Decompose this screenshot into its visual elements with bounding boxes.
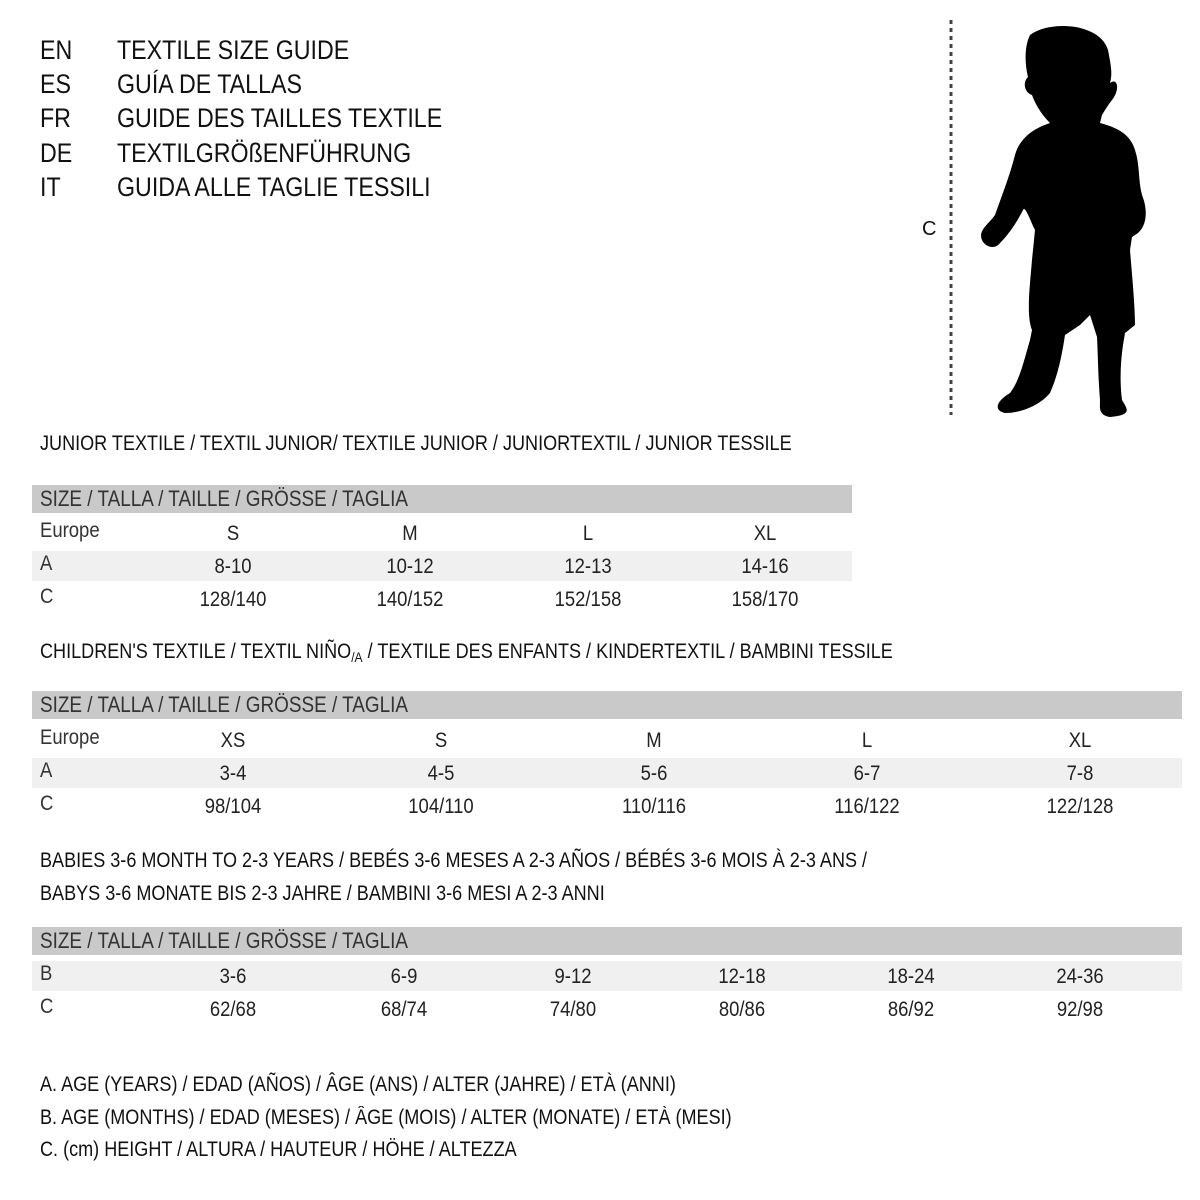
size-header-label: SIZE / TALLA / TAILLE / GRÖSSE / TAGLIA [40,486,409,511]
row-label: Europe [40,726,100,749]
table-cell: S [434,729,448,752]
table-cell: 7-8 [1066,762,1094,785]
row-label: C [40,585,54,608]
heading-part: CHILDREN'S TEXTILE / TEXTIL NIÑO [40,640,352,663]
table-cell: L [582,522,594,545]
lang-title: GUIDE DES TAILLES TEXTILE [117,103,443,133]
lang-title: GUIDA ALLE TAGLIE TESSILI [117,172,431,202]
table-cell: 128/140 [199,588,267,611]
table-cell: 158/170 [731,588,799,611]
table-cell: 3-4 [219,762,247,785]
table-cell: XS [220,729,246,752]
section-heading-line: BABIES 3-6 MONTH TO 2-3 YEARS / BEBÉS 3-… [40,849,868,872]
legend-a: A. AGE (YEARS) / EDAD (AÑOS) / ÂGE (ANS)… [40,1073,676,1096]
table-cell: 110/116 [621,795,687,818]
shaded-row-bg [32,551,852,581]
lang-title: TEXTILE SIZE GUIDE [117,35,350,65]
table-cell: 6-9 [390,965,418,988]
table-cell: 10-12 [386,555,434,578]
shaded-row-bg [32,961,1182,991]
table-cell: XL [1068,729,1092,752]
table-cell: S [226,522,240,545]
lang-title: TEXTILGRÖßENFÜHRUNG [117,138,412,168]
table-cell: 62/68 [209,998,257,1021]
row-label: B [40,962,53,985]
table-cell: 9-12 [554,965,592,988]
table-cell: 92/98 [1056,998,1104,1021]
table-cell: 140/152 [376,588,444,611]
table-cell: 18-24 [887,965,935,988]
table-cell: M [402,522,418,545]
table-cell: 6-7 [853,762,881,785]
row-label: C [40,792,54,815]
size-header-bar: SIZE / TALLA / TAILLE / GRÖSSE / TAGLIA [32,927,1182,955]
table-cell: 24-36 [1056,965,1104,988]
size-header-label: SIZE / TALLA / TAILLE / GRÖSSE / TAGLIA [40,928,409,953]
section-heading: JUNIOR TEXTILE / TEXTIL JUNIOR/ TEXTILE … [40,432,792,455]
table-cell: L [861,729,873,752]
row-label: C [40,995,54,1018]
size-header-bar: SIZE / TALLA / TAILLE / GRÖSSE / TAGLIA [32,691,1182,719]
table-cell: 8-10 [214,555,252,578]
row-label: Europe [40,519,100,542]
table-cell: 104/110 [408,795,474,818]
child-silhouette-icon [949,20,1146,418]
shaded-row-bg [32,758,1182,788]
table-cell: 74/80 [549,998,597,1021]
lang-code: DE [40,138,73,168]
table-cell: 116/122 [834,795,900,818]
table-cell: 3-6 [219,965,247,988]
table-cell: XL [753,522,777,545]
section-heading-line: BABYS 3-6 MONATE BIS 2-3 JAHRE / BAMBINI… [40,882,605,905]
table-cell: 152/158 [554,588,622,611]
legend-b: B. AGE (MONTHS) / EDAD (MESES) / ÂGE (MO… [40,1106,732,1129]
table-cell: 122/128 [1046,795,1114,818]
table-cell: 12-18 [718,965,766,988]
row-label: A [40,552,53,575]
lang-code: IT [40,172,61,202]
height-label: C [922,218,937,240]
table-cell: 98/104 [204,795,262,818]
lang-code: EN [40,35,73,65]
lang-title: GUÍA DE TALLAS [117,69,302,99]
table-cell: 68/74 [380,998,428,1021]
lang-code: FR [40,103,71,133]
size-header-bar: SIZE / TALLA / TAILLE / GRÖSSE / TAGLIA [32,485,852,513]
table-cell: 14-16 [741,555,789,578]
section-heading: CHILDREN'S TEXTILE / TEXTIL NIÑO/A / TEX… [40,640,893,665]
table-cell: 86/92 [887,998,935,1021]
lang-code: ES [40,69,71,99]
table-cell: 4-5 [427,762,455,785]
heading-part: /A [351,649,363,665]
table-cell: 12-13 [564,555,612,578]
row-label: A [40,759,53,782]
table-cell: 80/86 [718,998,766,1021]
legend-c: C. (cm) HEIGHT / ALTURA / HAUTEUR / HÖHE… [40,1138,517,1161]
table-cell: M [646,729,662,752]
table-cell: 5-6 [640,762,668,785]
size-header-label: SIZE / TALLA / TAILLE / GRÖSSE / TAGLIA [40,692,409,717]
heading-part: / TEXTILE DES ENFANTS / KINDERTEXTIL / B… [362,640,893,663]
